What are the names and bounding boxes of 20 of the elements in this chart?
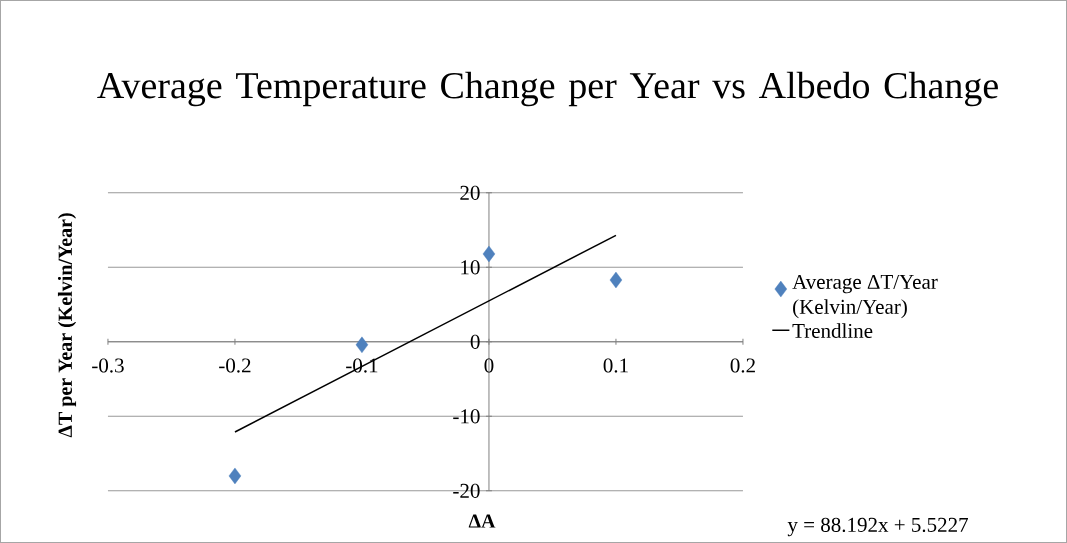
point <box>482 245 496 263</box>
x-tick-label: -0.3 <box>92 358 124 373</box>
y-tick-label: 10 <box>461 260 480 275</box>
x-tick-label: -0.2 <box>219 358 251 373</box>
point <box>609 271 623 289</box>
legend-label: Average ΔT/Year (Kelvin/Year) <box>792 274 938 319</box>
legend-label: Trendline <box>792 323 873 338</box>
text: y = 88.192x + 5.5227 <box>787 517 968 537</box>
y-tick-label: 20 <box>460 185 480 200</box>
x-axis-title: ΔA <box>468 514 496 528</box>
y-tick-label: -20 <box>453 483 480 498</box>
y-axis-title: ΔT per Year (Kelvin/Year) <box>57 213 77 438</box>
x-tick-label: 0 <box>484 358 494 373</box>
chart-title: Average Temperature Change per Year vs Albedo Change <box>97 71 998 107</box>
y-tick-label: -10 <box>453 409 480 424</box>
point <box>228 467 242 485</box>
x-tick-label: 0.2 <box>730 358 755 373</box>
y-tick-label: 0 <box>470 334 480 349</box>
x-tick-label: 0.1 <box>603 358 628 373</box>
point <box>355 336 369 354</box>
